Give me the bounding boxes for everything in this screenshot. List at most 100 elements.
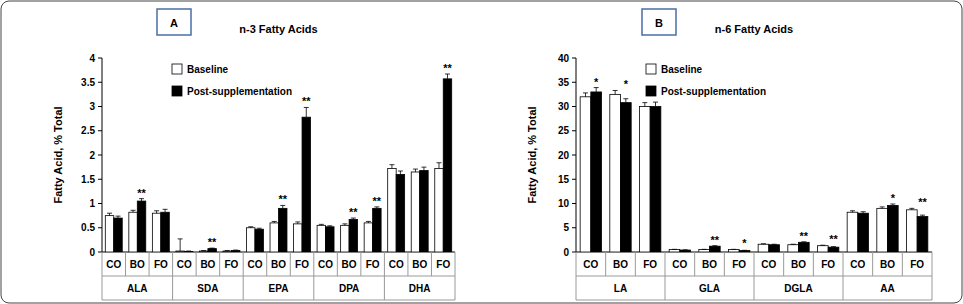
significance: *	[594, 76, 599, 88]
bar	[699, 250, 710, 252]
error-cap	[850, 210, 855, 211]
x-separator	[219, 252, 220, 276]
y-tick	[572, 227, 576, 228]
bar	[917, 217, 928, 252]
error-bar	[861, 212, 866, 213]
error-cap	[831, 246, 836, 247]
error-bar	[351, 218, 356, 219]
y-tick	[98, 58, 102, 59]
significance: **	[373, 195, 382, 207]
x-tick-label: CO	[583, 259, 598, 270]
error-cap	[186, 251, 191, 252]
x-tick-label: BO	[271, 259, 286, 270]
error-stem	[180, 239, 181, 251]
x-tick-label: BO	[342, 259, 357, 270]
error-cap	[295, 221, 300, 222]
bar	[828, 247, 839, 252]
significance: **	[278, 193, 287, 205]
error-bar	[201, 250, 206, 251]
x-separator	[902, 252, 903, 276]
y-tick	[572, 155, 576, 156]
bar	[231, 251, 239, 252]
x-tick-label: BO	[613, 259, 628, 270]
legend-swatch	[172, 64, 182, 74]
error-cap	[683, 249, 688, 250]
error-cap	[880, 206, 885, 207]
y-tick-label: 25	[558, 125, 570, 136]
bar	[443, 79, 451, 252]
error-bar	[131, 210, 136, 212]
bar	[388, 169, 396, 252]
significance: **	[302, 95, 311, 107]
bar	[341, 225, 349, 252]
y-tick-label: 1.5	[81, 174, 95, 185]
group-label: ALA	[127, 283, 148, 294]
x-row-line	[576, 300, 932, 301]
error-cap	[421, 167, 426, 168]
x-tick-label: FO	[154, 259, 168, 270]
y-tick-label: 15	[558, 174, 570, 185]
y-tick-label: 2.5	[81, 125, 95, 136]
panel-label-box	[157, 9, 191, 35]
x-tick-label: CO	[761, 259, 776, 270]
error-cap	[389, 164, 394, 165]
error-cap	[116, 216, 121, 217]
x-tick-label: FO	[910, 259, 924, 270]
error-cap	[742, 250, 747, 251]
y-tick	[572, 82, 576, 83]
y-tick	[98, 179, 102, 180]
bar	[223, 251, 231, 252]
bar	[326, 227, 334, 252]
error-cap	[154, 210, 159, 211]
panel-label: A	[170, 17, 178, 29]
error-bar	[890, 204, 895, 205]
x-row-line	[576, 276, 932, 277]
bar	[152, 213, 160, 252]
bar	[650, 107, 661, 253]
x-separator	[783, 252, 784, 276]
error-cap	[672, 249, 677, 250]
error-bar	[398, 171, 403, 174]
bar	[758, 244, 769, 252]
y-tick-label: 30	[558, 101, 570, 112]
group-label: DPA	[339, 283, 359, 294]
significance: *	[742, 237, 747, 249]
bar	[302, 117, 310, 252]
x-tick-label: FO	[821, 259, 835, 270]
bar	[888, 205, 899, 252]
x-tick-label: CO	[177, 259, 192, 270]
y-tick	[98, 203, 102, 204]
error-bar	[909, 208, 914, 209]
x-separator	[149, 252, 150, 276]
bar	[364, 223, 372, 252]
error-stem	[165, 209, 166, 212]
error-bar	[642, 103, 647, 107]
bar	[114, 218, 122, 252]
y-tick	[98, 106, 102, 107]
x-separator	[125, 252, 126, 276]
error-bar	[257, 228, 262, 230]
significance: **	[208, 236, 217, 248]
x-separator	[290, 252, 291, 276]
panel: Bn-6 Fatty AcidsFatty Acid, % Total05101…	[526, 9, 932, 300]
error-cap	[131, 210, 136, 211]
error-cap	[653, 102, 658, 103]
y-axis-label: Fatty Acid, % Total	[526, 106, 538, 203]
error-cap	[920, 215, 925, 216]
x-tick-label: BO	[880, 259, 895, 270]
error-stem	[306, 107, 307, 117]
error-bar	[613, 90, 618, 94]
legend-label: Baseline	[187, 64, 229, 75]
y-tick	[572, 179, 576, 180]
error-cap	[909, 208, 914, 209]
error-cap	[820, 245, 825, 246]
error-stem	[596, 88, 597, 92]
bar	[817, 246, 828, 252]
panel-label: B	[655, 17, 663, 29]
error-cap	[107, 213, 112, 214]
x-tick-label: CO	[318, 259, 333, 270]
error-stem	[615, 90, 616, 94]
error-cap	[583, 92, 588, 93]
group-label: DHA	[409, 283, 431, 294]
significance: **	[349, 206, 358, 218]
